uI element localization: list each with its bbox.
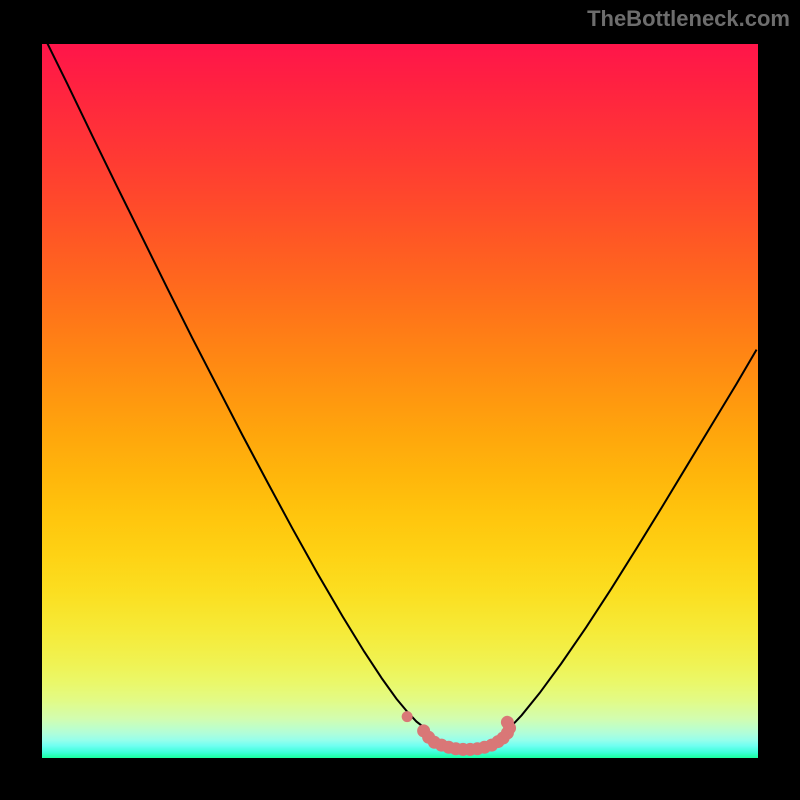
- marker-dot: [501, 716, 514, 729]
- marker-dot: [402, 711, 413, 722]
- marker-trail: [42, 44, 758, 758]
- plot-area: [42, 44, 758, 758]
- figure-root: { "canvas": { "width": 800, "height": 80…: [0, 0, 800, 800]
- watermark-text: TheBottleneck.com: [587, 6, 790, 32]
